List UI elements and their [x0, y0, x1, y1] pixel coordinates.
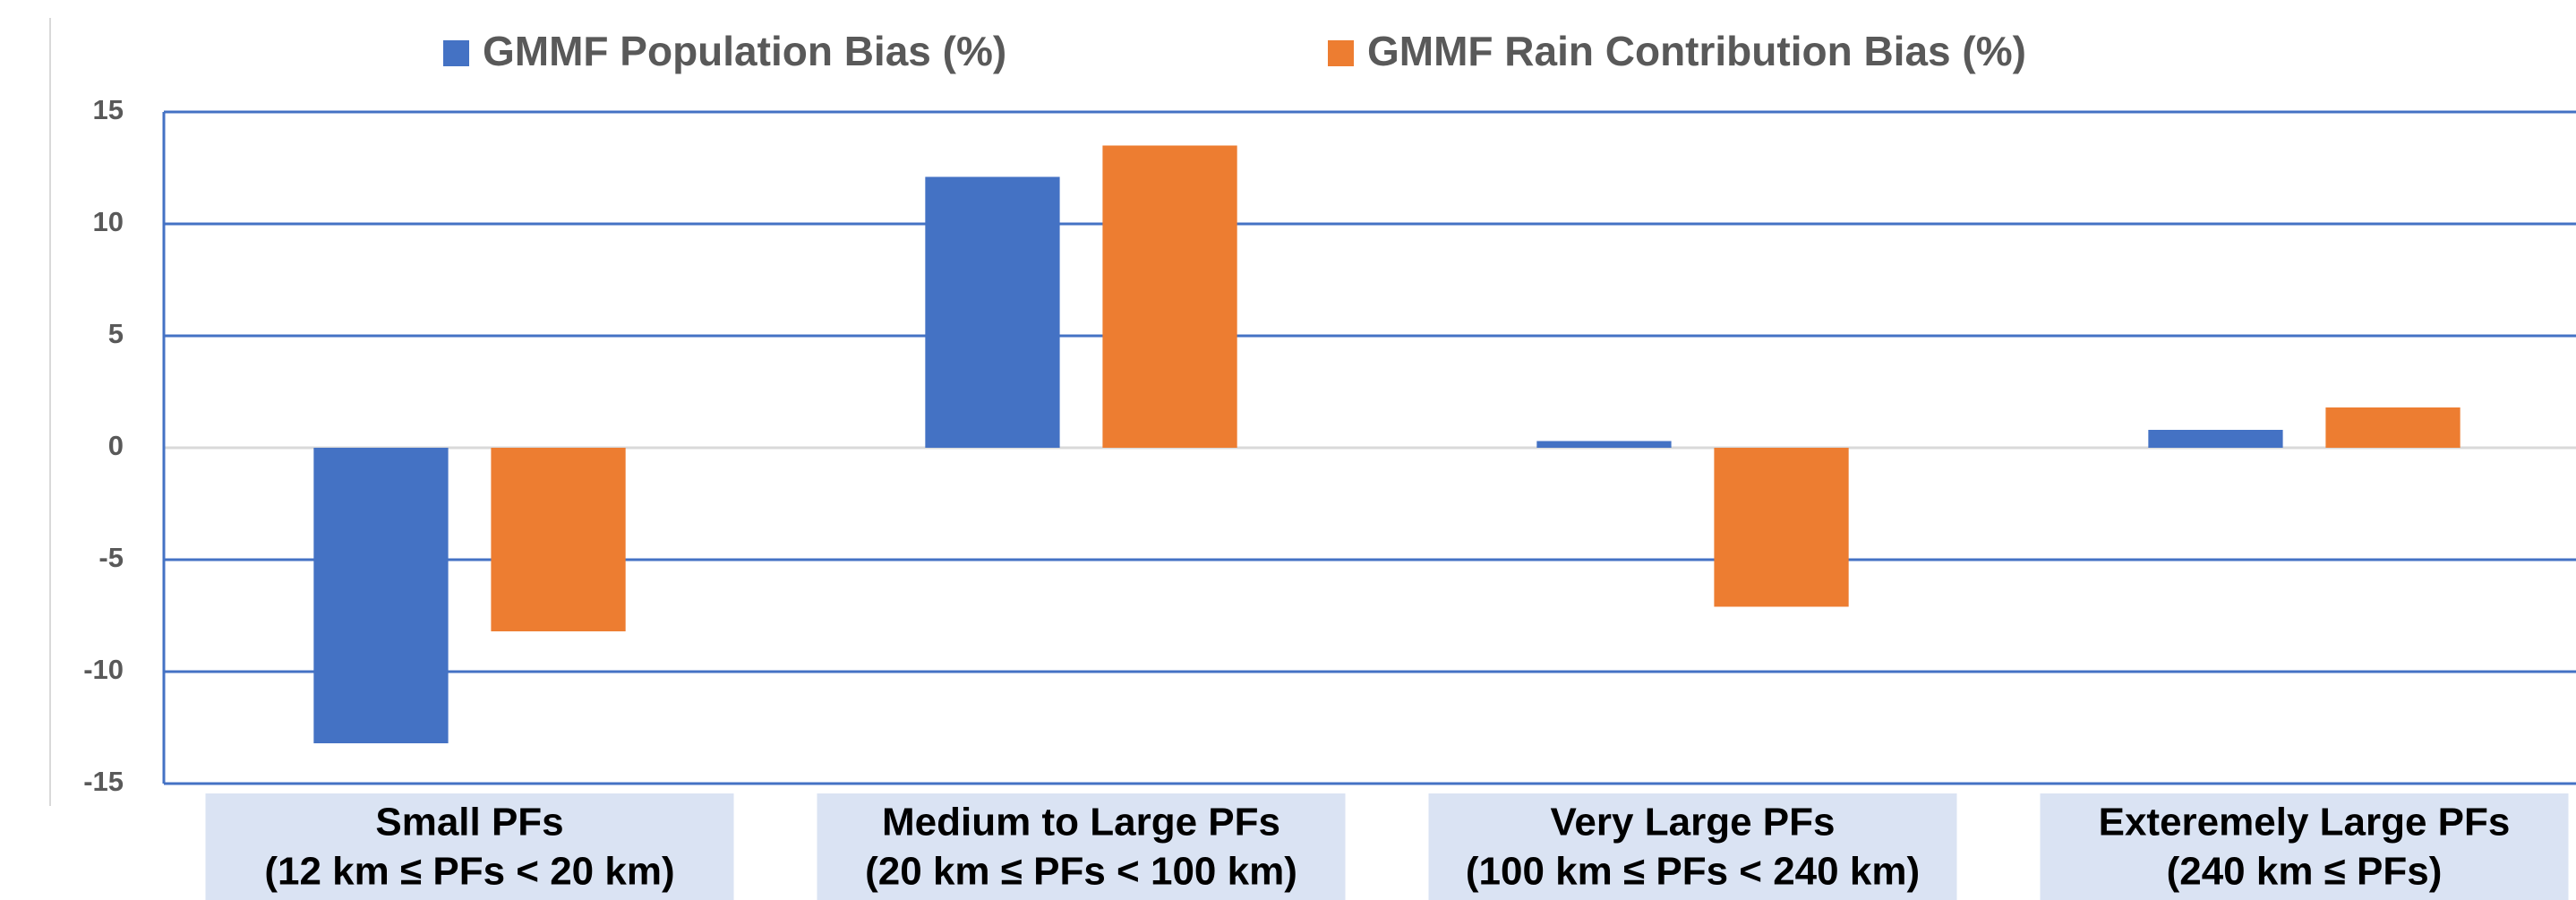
y-tick-label: 5: [108, 318, 124, 349]
legend-swatch: [443, 40, 469, 66]
bar: [2148, 430, 2283, 448]
bar: [313, 448, 449, 743]
category-label-bg: [2040, 793, 2569, 900]
category-label-bg: [1428, 793, 1957, 900]
y-tick-label: 10: [93, 206, 124, 237]
x-tick-sublabel: (100 km ≤ PFs < 240 km): [1466, 850, 1920, 894]
bar: [1536, 441, 1672, 448]
y-tick-label: 0: [108, 430, 124, 461]
y-tick-label: -15: [83, 766, 124, 797]
bar: [1102, 145, 1237, 448]
legend-swatch: [1328, 40, 1354, 66]
bar: [2325, 407, 2460, 448]
y-tick-label: -10: [83, 654, 124, 685]
x-tick-sublabel: (20 km ≤ PFs < 100 km): [865, 850, 1297, 894]
x-tick-label: Small PFs: [375, 801, 563, 844]
y-tick-label: -5: [98, 542, 124, 573]
x-tick-label: Very Large PFs: [1551, 801, 1836, 844]
y-tick-label: 15: [93, 94, 124, 125]
category-label-bg: [817, 793, 1346, 900]
category-label-bg: [205, 793, 734, 900]
x-tick-sublabel: (12 km ≤ PFs < 20 km): [264, 850, 674, 894]
x-tick-label: Exteremely Large PFs: [2099, 801, 2511, 844]
bar: [491, 448, 626, 631]
legend-label: GMMF Population Bias (%): [483, 28, 1006, 74]
bar: [1714, 448, 1849, 607]
x-tick-sublabel: (240 km ≤ PFs): [2167, 850, 2443, 894]
legend-label: GMMF Rain Contribution Bias (%): [1367, 28, 2026, 74]
bar: [925, 176, 1060, 448]
x-tick-label: Medium to Large PFs: [882, 801, 1280, 844]
